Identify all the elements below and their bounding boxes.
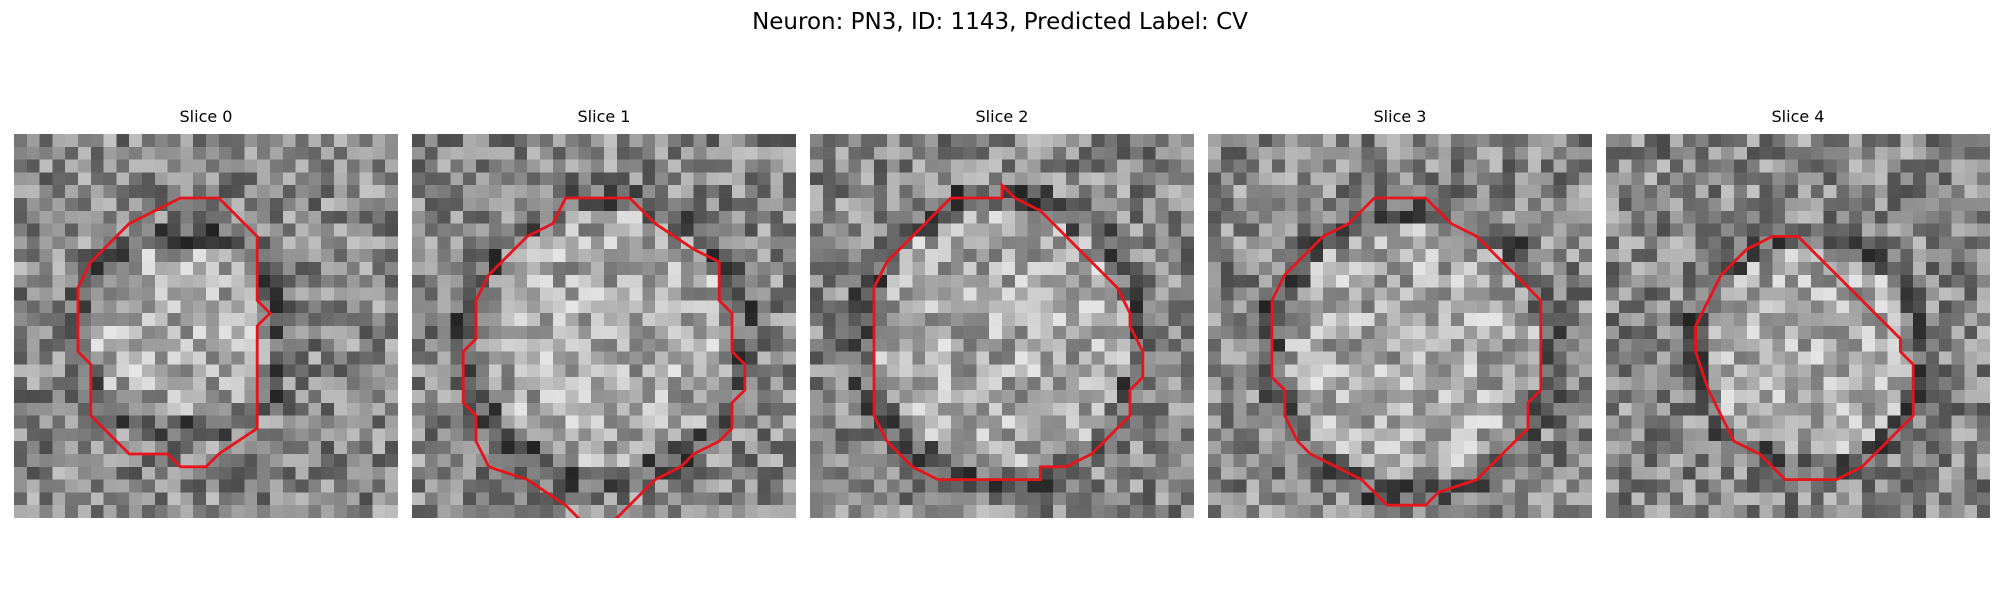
grayscale-pixels [1208, 134, 1592, 518]
slice-title: Slice 2 [975, 107, 1029, 126]
slice-image [14, 134, 398, 518]
slice-image [1208, 134, 1592, 518]
slice-image [810, 134, 1194, 518]
slice-image [412, 134, 796, 518]
segmentation-contour [76, 196, 272, 469]
segmentation-contour [872, 181, 1145, 482]
grayscale-pixels [1606, 134, 1990, 518]
slice-title: Slice 4 [1771, 107, 1825, 126]
grayscale-pixels [412, 134, 796, 518]
segmentation-contour [1270, 196, 1543, 507]
slice-image [1606, 134, 1990, 518]
slice-title: Slice 3 [1373, 107, 1427, 126]
figure-title: Neuron: PN3, ID: 1143, Predicted Label: … [752, 9, 1248, 35]
grayscale-pixels [14, 134, 398, 518]
slice-title: Slice 0 [179, 107, 233, 126]
slice-title: Slice 1 [577, 107, 631, 126]
segmentation-contour [461, 196, 747, 518]
segmentation-contour [1694, 234, 1915, 482]
